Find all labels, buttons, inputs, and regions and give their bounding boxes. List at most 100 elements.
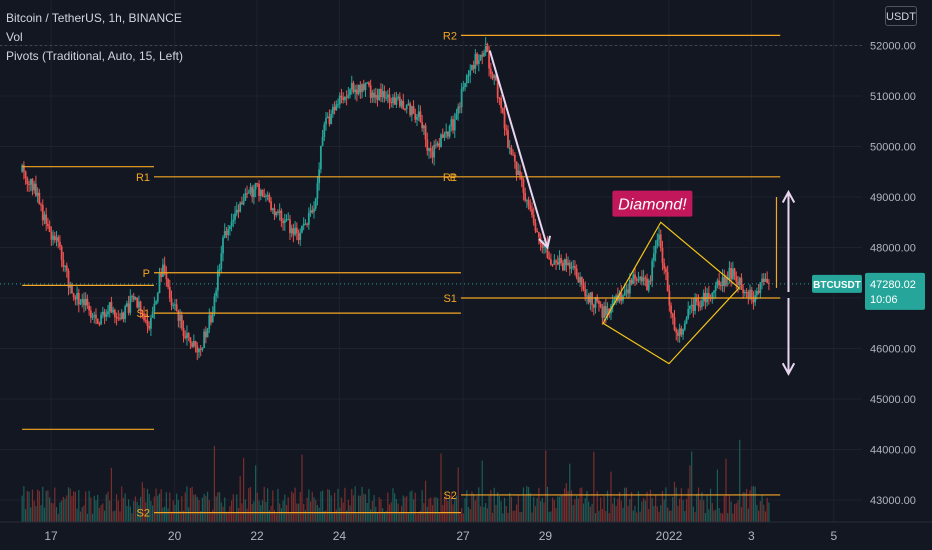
candle-body xyxy=(438,143,441,147)
candle-body xyxy=(77,292,80,305)
candle-body xyxy=(38,192,41,205)
volume-bar xyxy=(445,494,447,522)
volume-bar xyxy=(131,513,133,522)
volume-bar xyxy=(600,497,602,522)
volume-bar xyxy=(23,486,25,522)
volume-bar xyxy=(457,467,459,522)
volume-bar xyxy=(203,493,205,522)
volume-bar xyxy=(237,507,240,522)
volume-bars xyxy=(21,439,770,522)
candle-body xyxy=(364,83,367,91)
volume-bar xyxy=(153,496,155,522)
candle-body xyxy=(477,60,480,64)
volume-bar xyxy=(155,488,157,522)
volume-bar xyxy=(88,490,90,522)
volume-bar xyxy=(745,488,748,522)
candle-body xyxy=(211,313,214,323)
candle-body xyxy=(117,317,120,319)
volume-bar xyxy=(308,489,310,522)
candle-body xyxy=(113,309,116,318)
candle-body xyxy=(316,183,319,199)
candle-body xyxy=(738,277,741,285)
volume-bar xyxy=(703,500,705,522)
volume-bar xyxy=(665,487,667,522)
volume-bar xyxy=(632,510,634,522)
candle-body xyxy=(441,134,444,138)
volume-bar xyxy=(569,463,571,522)
volume-bar xyxy=(407,513,410,522)
volume-bar xyxy=(469,509,471,522)
volume-bar xyxy=(517,495,519,522)
candle-body xyxy=(464,83,466,87)
candle-body xyxy=(646,278,648,291)
volume-bar xyxy=(766,497,768,522)
volume-bar xyxy=(564,488,566,522)
volume-bar xyxy=(546,486,549,522)
candle-body xyxy=(687,309,690,319)
candle-body xyxy=(628,279,631,294)
volume-bar xyxy=(198,500,200,522)
candle-body xyxy=(325,118,327,125)
volume-bar xyxy=(170,511,173,522)
candle-body xyxy=(491,74,494,79)
candle-body xyxy=(671,313,674,318)
volume-bar xyxy=(510,496,513,522)
volume-bar xyxy=(193,494,195,522)
candle-body xyxy=(549,259,552,265)
volume-bar xyxy=(323,511,325,522)
volume-bar xyxy=(141,482,143,522)
candle-body xyxy=(65,265,68,271)
candle-body xyxy=(374,95,377,98)
candle-body xyxy=(287,219,290,221)
pivot-label: R1 xyxy=(443,172,457,184)
candle-body xyxy=(471,65,473,71)
symbol-title[interactable]: Bitcoin / TetherUS, 1h, BINANCE xyxy=(6,11,182,25)
candle-body xyxy=(201,347,204,350)
candle-body xyxy=(500,98,503,108)
candle-body xyxy=(733,268,736,277)
volume-bar xyxy=(764,511,767,522)
candle-body xyxy=(119,318,121,320)
y-tick-label: 50000.00 xyxy=(870,142,916,154)
volume-bar xyxy=(651,498,653,522)
volume-bar xyxy=(586,490,588,522)
candle-body xyxy=(277,211,279,213)
volume-bar xyxy=(412,499,415,522)
candle-body xyxy=(527,200,530,206)
diamond-pattern xyxy=(602,221,740,365)
candle-body xyxy=(314,198,317,209)
candle-body xyxy=(525,200,528,202)
volume-bar xyxy=(486,508,488,522)
pivots-indicator-label[interactable]: Pivots (Traditional, Auto, 15, Left) xyxy=(6,49,183,63)
volume-bar xyxy=(577,498,579,522)
volume-bar xyxy=(720,512,722,522)
volume-bar xyxy=(761,495,763,522)
volume-bar xyxy=(346,510,348,522)
volume-bar xyxy=(430,497,432,522)
volume-bar xyxy=(682,500,684,522)
candle-body xyxy=(666,272,669,291)
candle-body xyxy=(625,289,628,292)
candle-body xyxy=(462,86,465,90)
candle-body xyxy=(570,267,573,269)
volume-bar xyxy=(97,494,99,522)
currency-button[interactable]: USDT xyxy=(885,6,917,26)
candle-body xyxy=(524,192,527,201)
candle-body xyxy=(57,237,60,242)
candle-body xyxy=(50,232,53,240)
candle-body xyxy=(428,148,430,151)
candle-body xyxy=(186,333,188,339)
candle-body xyxy=(615,295,618,300)
volume-bar xyxy=(212,509,214,522)
volume-bar xyxy=(333,492,336,522)
volume-bar xyxy=(164,506,166,522)
candle-body xyxy=(677,332,679,336)
volume-bar xyxy=(646,491,648,522)
candle-body xyxy=(592,304,595,308)
volume-bar xyxy=(612,503,614,522)
candle-body xyxy=(623,291,626,296)
volume-bar xyxy=(59,502,61,522)
volume-indicator-label[interactable]: Vol xyxy=(6,30,23,44)
